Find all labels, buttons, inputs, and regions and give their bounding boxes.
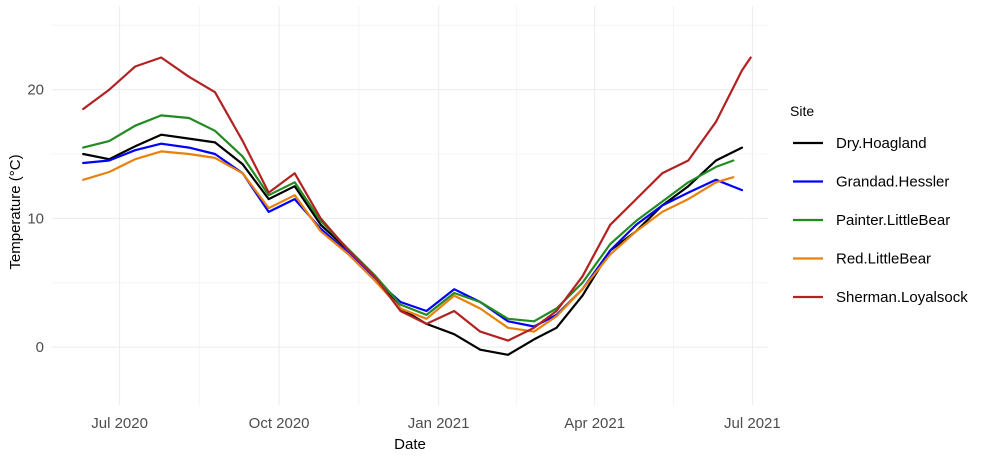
legend-label: Grandad.Hessler	[836, 174, 949, 191]
series-line-grandad-hessler	[82, 142, 744, 328]
x-tick-label: Apr 2021	[564, 415, 625, 432]
x-axis-tick-labels: Jul 2020 Oct 2020 Jan 2021 Apr 2021 Jul 2021	[91, 415, 781, 432]
x-axis-title: Date	[394, 436, 426, 453]
x-tick-label: Jan 2021	[408, 415, 470, 432]
legend-title: Site	[790, 103, 814, 119]
series-line-painter-littlebear	[82, 114, 735, 323]
y-axis-tick-labels: 0 10 20	[27, 82, 44, 356]
x-tick-label: Oct 2020	[249, 415, 310, 432]
x-tick-label: Jul 2021	[724, 415, 781, 432]
legend-label: Painter.LittleBear	[836, 212, 950, 229]
series-lines	[82, 56, 752, 356]
legend-label: Sherman.Loyalsock	[836, 289, 968, 306]
minor-gridlines	[52, 6, 768, 405]
y-axis-title: Temperature (°C)	[7, 154, 24, 269]
legend-label: Dry.Hoagland	[836, 135, 927, 152]
y-tick-label: 20	[27, 82, 44, 99]
y-tick-label: 0	[36, 339, 44, 356]
series-line-sherman-loyalsock	[82, 56, 752, 342]
series-line-red-littlebear	[82, 150, 735, 333]
y-tick-label: 10	[27, 210, 44, 227]
x-tick-label: Jul 2020	[91, 415, 148, 432]
legend: Site Dry.Hoagland Grandad.Hessler Painter.…	[790, 103, 968, 306]
legend-label: Red.LittleBear	[836, 251, 931, 268]
